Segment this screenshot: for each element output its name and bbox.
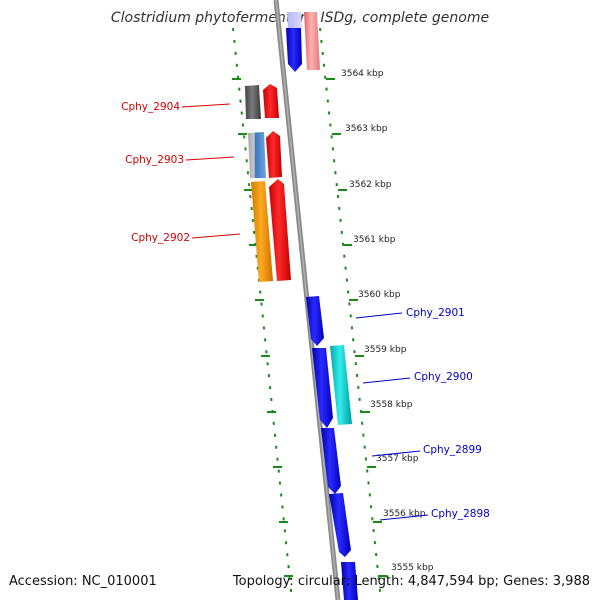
gene-feature-mixed (248, 132, 266, 178)
scale-label: 3557 kbp (376, 454, 419, 464)
gene-feature-red-cphy-2904 (263, 84, 279, 118)
gene-label-cphy-2898: Cphy_2898 (431, 508, 490, 520)
gene-features-right (306, 296, 358, 600)
gene-feature-pale-blue (287, 12, 302, 28)
scale-label: 3562 kbp (349, 180, 392, 190)
gene-label-cphy-2902: Cphy_2902 (131, 232, 190, 244)
left-dotted-guide (232, 27, 293, 600)
scale-label: 3556 kbp (383, 509, 426, 519)
gene-features-top (286, 12, 320, 72)
gene-feature-blue-large (312, 348, 333, 428)
gene-feature-blue-cphy-2901 (306, 296, 324, 346)
gene-feature-gray (245, 85, 261, 119)
scale-label: 3564 kbp (341, 69, 384, 79)
gene-label-cphy-2899: Cphy_2899 (423, 444, 482, 456)
genome-summary-text: Topology: circular; Length: 4,847,594 bp… (232, 574, 590, 589)
gene-feature-blue-cphy-2899 (321, 428, 341, 494)
scale-label: 3563 kbp (345, 124, 388, 134)
scale-labels: 3564 kbp 3563 kbp 3562 kbp 3561 kbp 3560… (341, 69, 434, 573)
gene-label-cphy-2903: Cphy_2903 (125, 154, 184, 166)
gene-label-cphy-2904: Cphy_2904 (121, 101, 180, 113)
scale-label: 3561 kbp (353, 235, 396, 245)
gene-feature-cyan-cphy-2900 (330, 345, 352, 425)
gene-feature-blue-top (286, 28, 302, 72)
gene-labels: Cphy_2904 Cphy_2903 Cphy_2902 Cphy_2901 … (121, 101, 490, 520)
gene-label-leaders (181, 103, 429, 521)
gene-feature-red-cphy-2902 (269, 179, 291, 281)
scale-tick-marks (232, 78, 387, 577)
gene-features-left (245, 84, 291, 282)
scale-label: 3555 kbp (391, 563, 434, 573)
gene-label-cphy-2901: Cphy_2901 (406, 307, 465, 319)
gene-feature-red-cphy-2903 (266, 131, 282, 178)
accession-text: Accession: NC_010001 (9, 574, 157, 589)
scale-label: 3559 kbp (364, 345, 407, 355)
gene-feature-pink (304, 12, 320, 70)
gene-feature-orange (251, 181, 273, 282)
gene-label-cphy-2900: Cphy_2900 (414, 371, 473, 383)
gene-feature-blue-bottom (341, 562, 358, 600)
scale-label: 3558 kbp (370, 400, 413, 410)
gene-feature-blue-cphy-2898 (329, 493, 351, 557)
scale-label: 3560 kbp (358, 290, 401, 300)
